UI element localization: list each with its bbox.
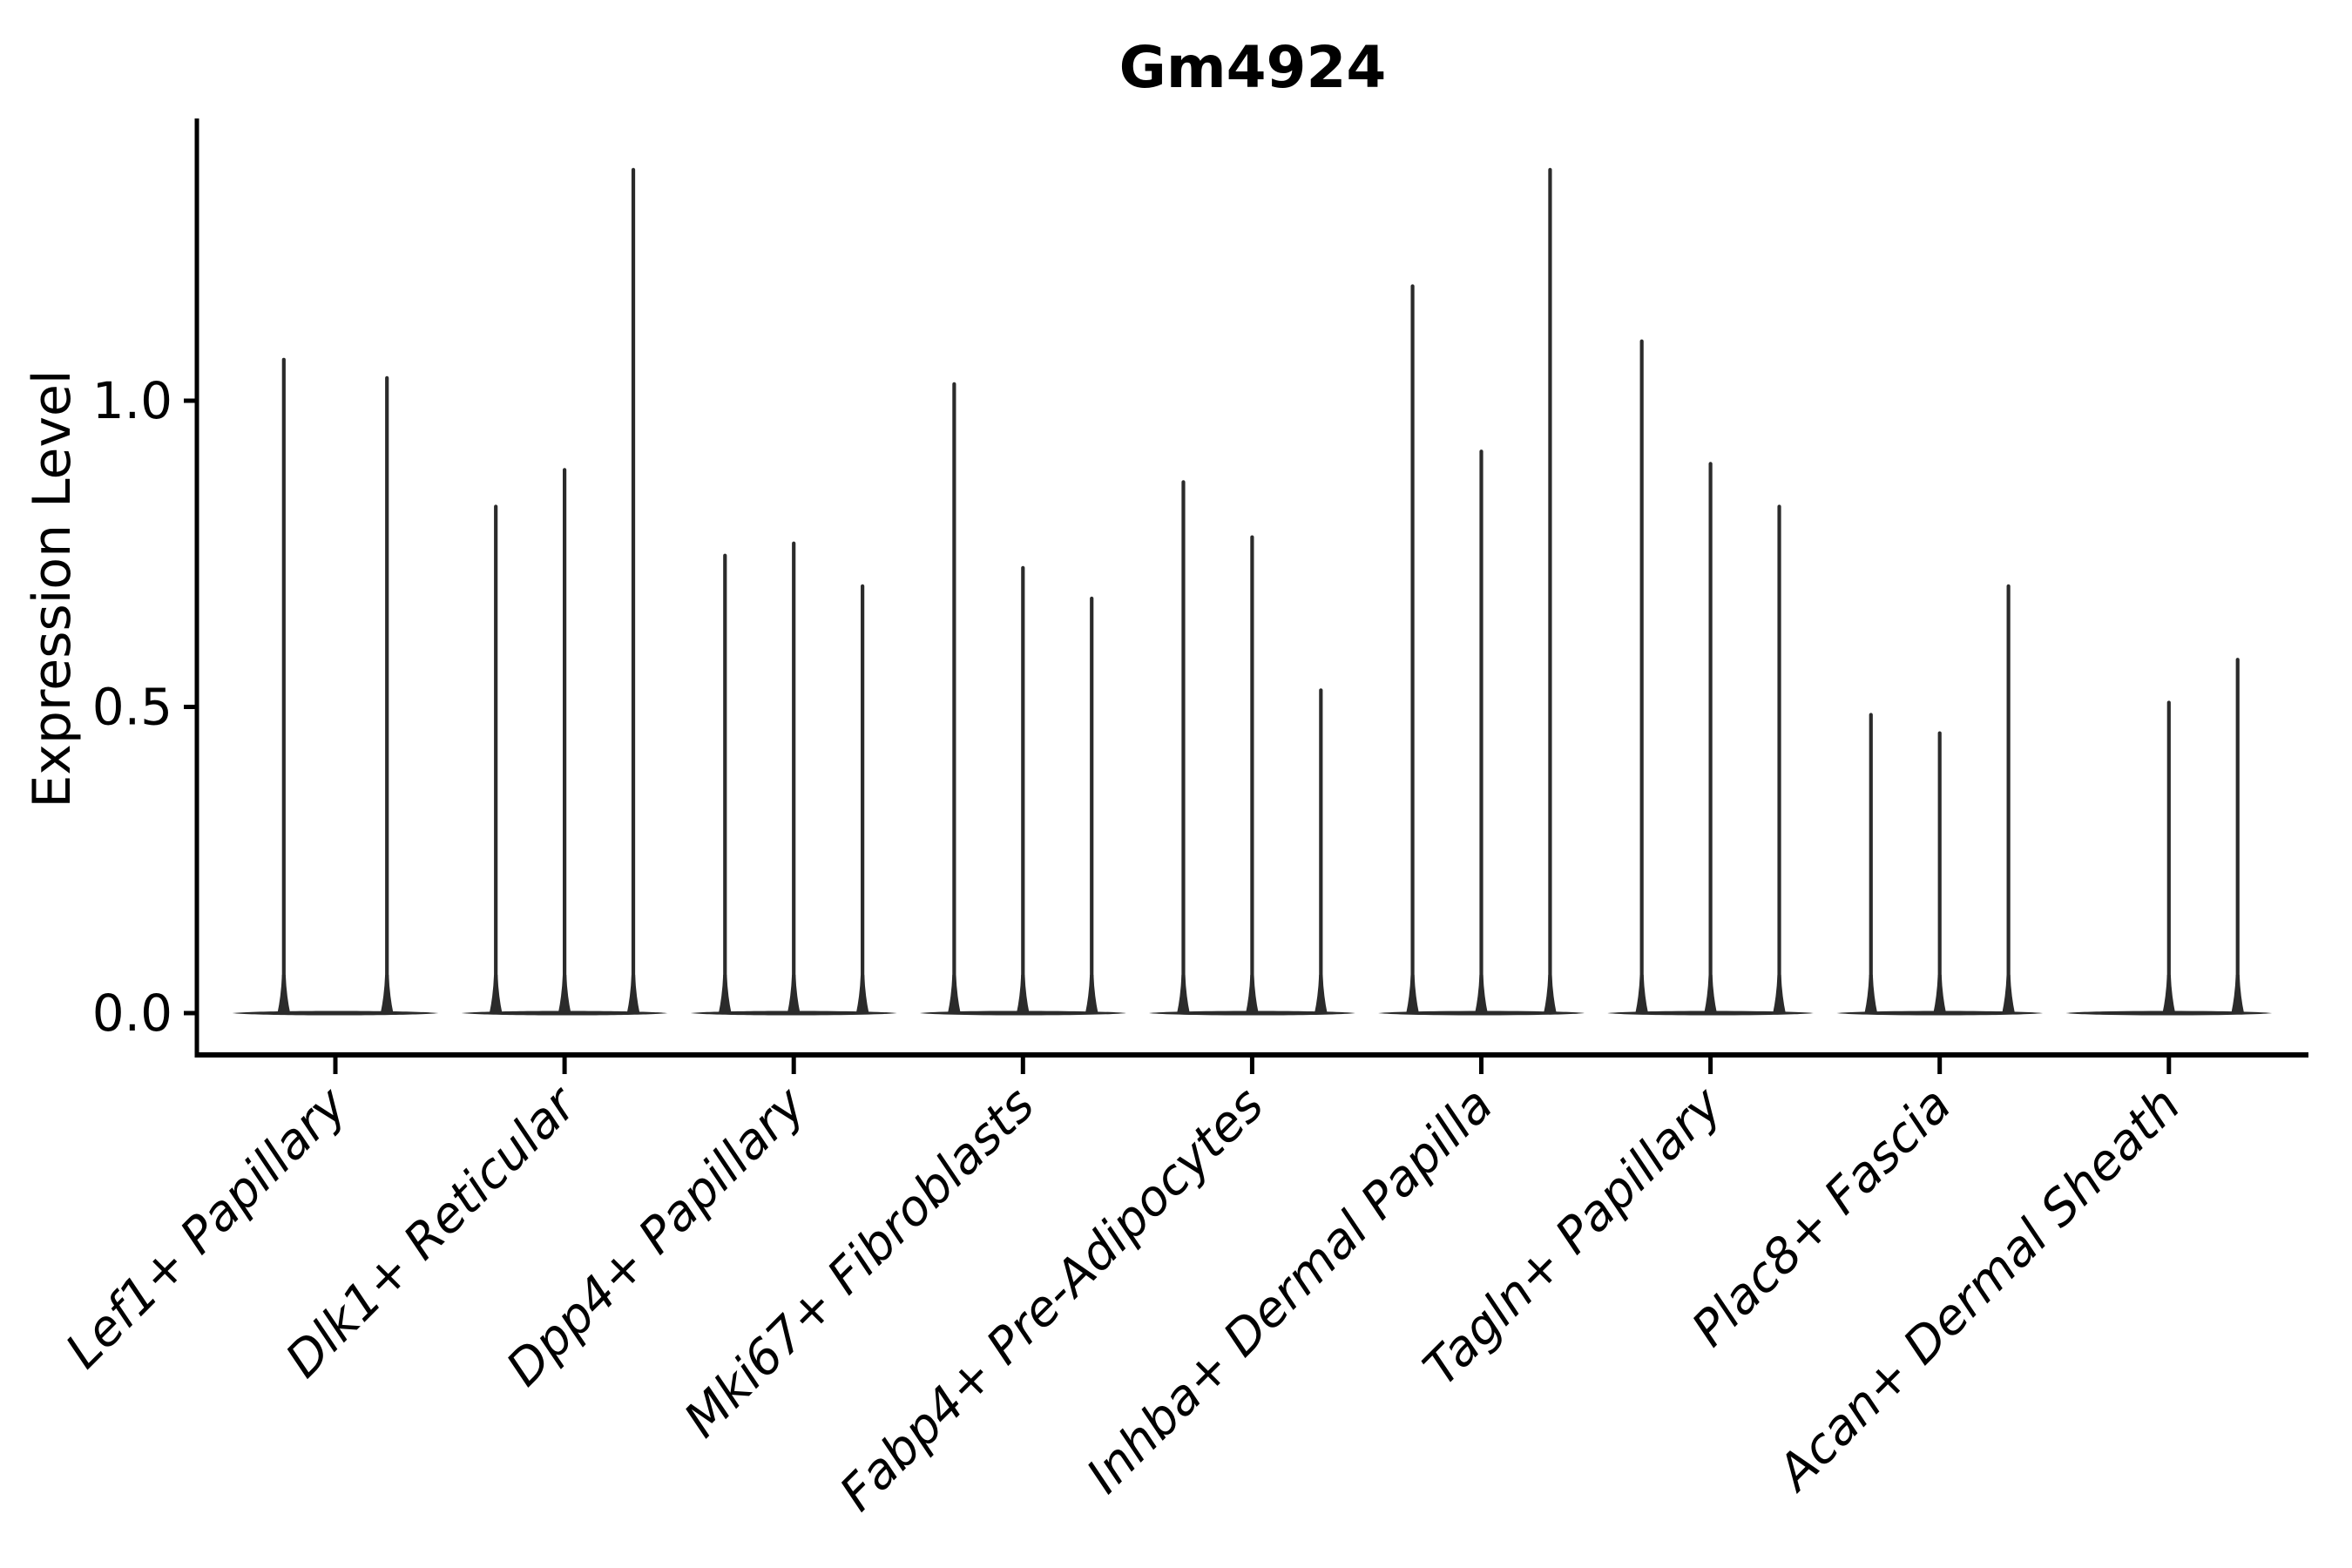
chart-title: Gm4924 — [1119, 34, 1387, 101]
y-axis-label: Expression Level — [22, 369, 83, 808]
y-tick-label: 0.0 — [92, 983, 172, 1043]
violins-layer — [232, 167, 2273, 1016]
x-tick-label: Inhba+ Dermal Papilla — [1076, 1077, 1504, 1504]
y-tick-label: 0.5 — [92, 678, 172, 737]
y-axis: 0.0 0.5 1.0 — [92, 118, 199, 1058]
x-tick-label: Acan+ Dermal Sheath — [1766, 1077, 2192, 1503]
y-tick-label: 1.0 — [92, 371, 172, 430]
x-tick-label: Fabp4+ Pre-Adipocytes — [829, 1077, 1274, 1522]
violin-base — [232, 1010, 439, 1016]
